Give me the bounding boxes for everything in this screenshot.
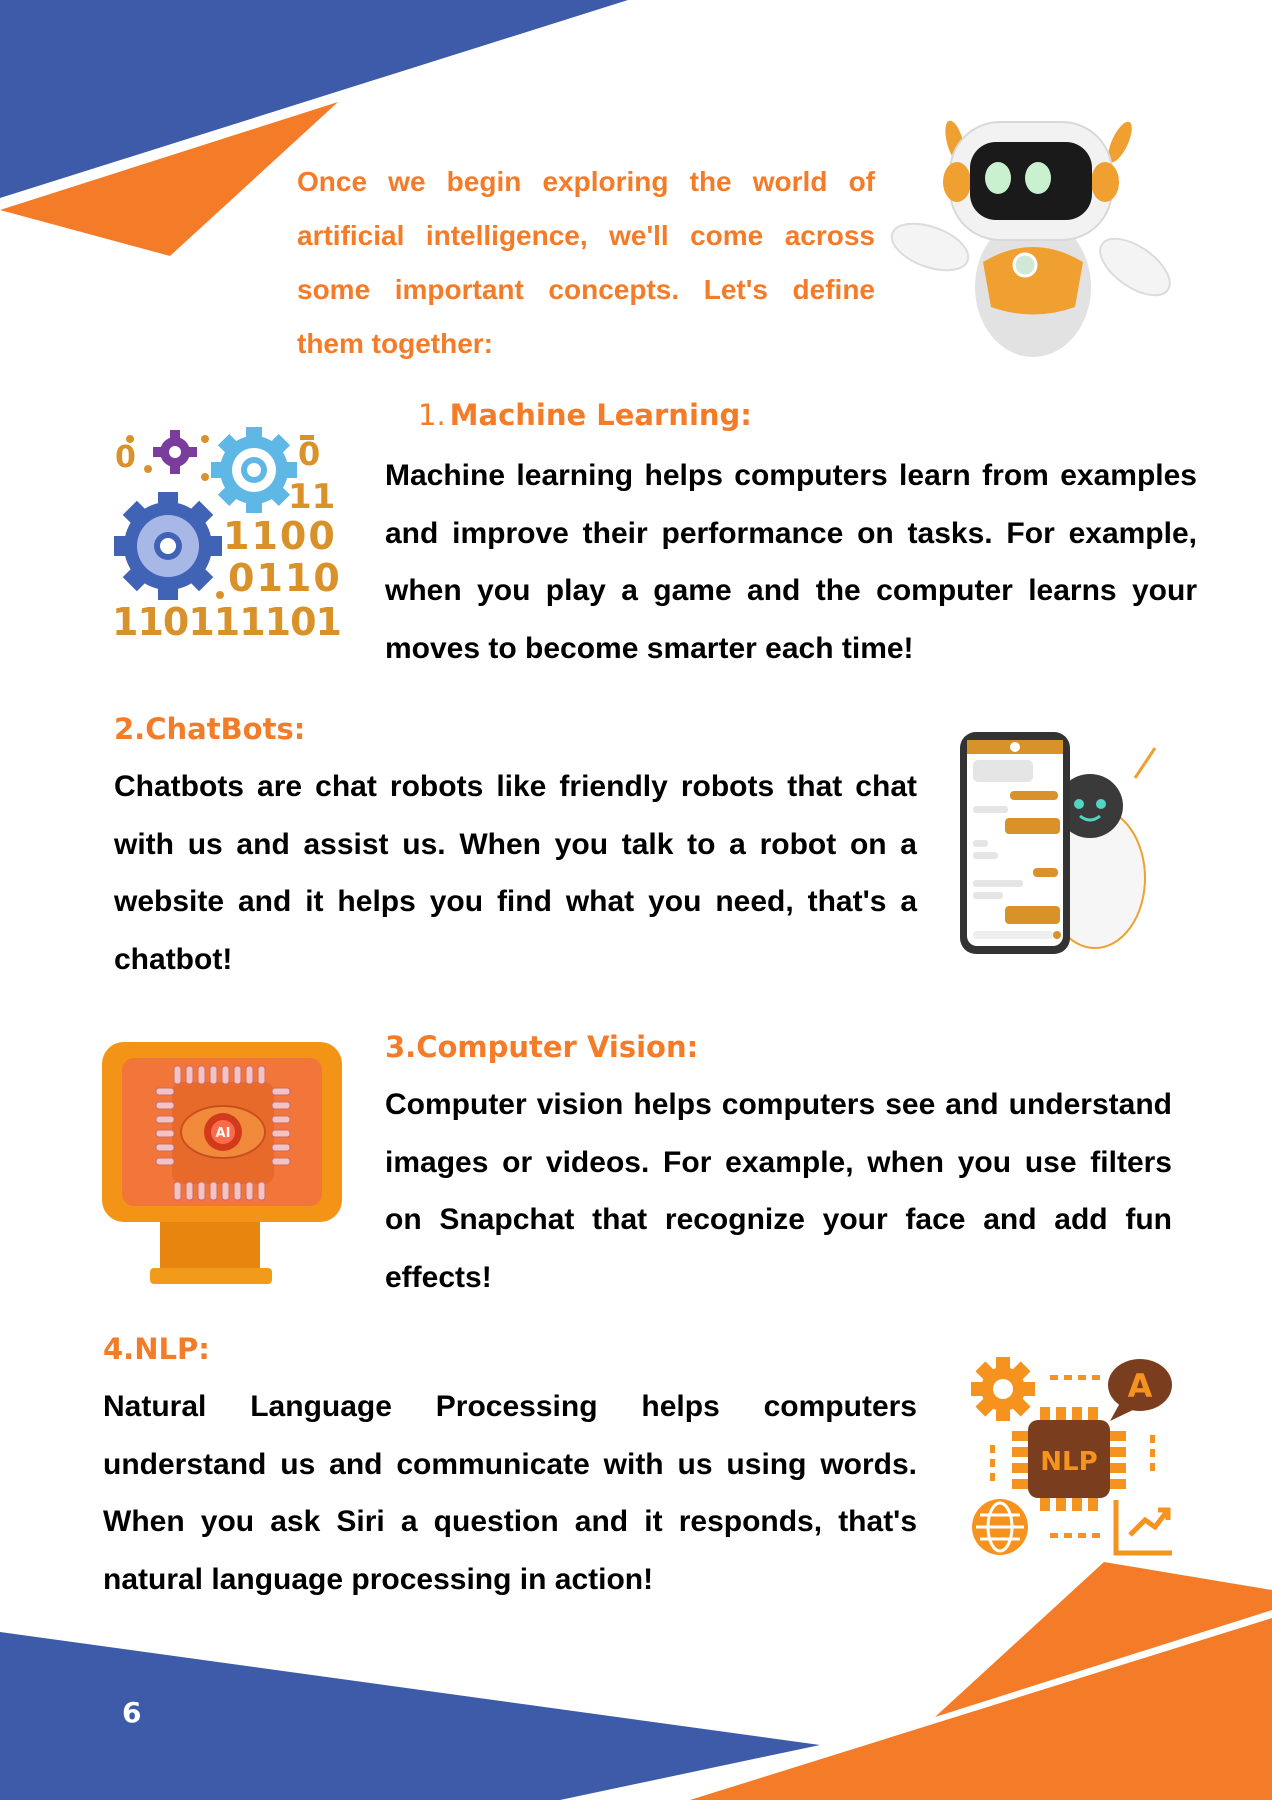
nlp-chip-label: NLP: [1040, 1447, 1097, 1477]
globe-icon: [972, 1499, 1028, 1555]
section-4-heading: 4.NLP:: [103, 1332, 210, 1366]
section-1-number: 1.: [418, 398, 446, 432]
gears-binary-icon: 0 0 11 1100 0110 1101111011: [112, 427, 340, 644]
bubble-label: A: [1128, 1367, 1153, 1405]
bottom-orange-triangle-upper: [935, 1562, 1272, 1717]
section-1-body: Machine learning helps computers learn f…: [385, 459, 1197, 666]
svg-text:0: 0: [115, 440, 136, 475]
section-2-body: Chatbots are chat robots like friendly r…: [114, 770, 917, 977]
top-orange-triangle: [0, 102, 338, 256]
speech-bubble-icon: A: [1108, 1359, 1172, 1421]
binary-line-3: 0110: [228, 556, 340, 600]
section-3-heading: 3.Computer Vision:: [385, 1030, 699, 1064]
section-1-heading: 1. Machine Learning:: [418, 398, 752, 432]
top-blue-triangle: [0, 0, 628, 198]
page-number: 6: [122, 1696, 142, 1729]
monitor-ai-eye-icon: AI: [102, 1042, 342, 1284]
binary-line-2: 1100: [223, 514, 337, 558]
section-1-title: Machine Learning:: [449, 398, 752, 432]
section-2-heading: 2.ChatBots:: [114, 712, 306, 746]
bottom-blue-shape: [0, 1632, 820, 1800]
binary-line-1: 11: [288, 477, 335, 517]
robot-mascot-icon: [890, 120, 1171, 357]
section-3-body: Computer vision helps computers see and …: [385, 1088, 1172, 1295]
binary-line-4: 1101111011: [112, 600, 340, 644]
bottom-orange-shape-lower: [690, 1618, 1272, 1800]
ai-chip-label: AI: [216, 1126, 231, 1141]
growth-chart-icon: [1113, 1500, 1172, 1556]
svg-text:0: 0: [298, 435, 320, 473]
phone-robot-chat-icon: [960, 732, 1157, 954]
section-4-body: Natural Language Processing helps comput…: [103, 1390, 917, 1597]
nlp-chip-icon: A NLP: [971, 1357, 1172, 1556]
intro-paragraph: Once we begin exploring the world of art…: [297, 166, 875, 359]
